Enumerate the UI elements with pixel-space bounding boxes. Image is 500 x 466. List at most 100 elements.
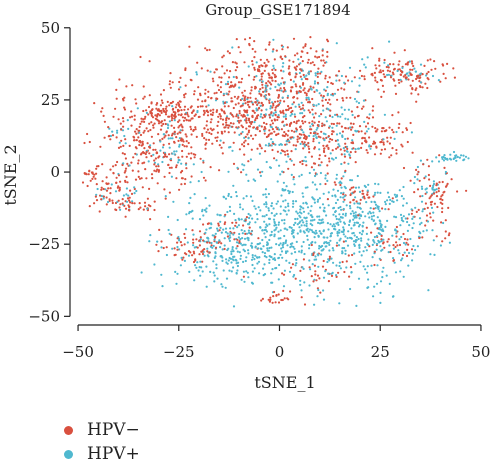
point-hpv-negative bbox=[209, 127, 212, 130]
point-hpv-positive bbox=[363, 120, 366, 123]
point-hpv-negative bbox=[294, 76, 297, 79]
point-hpv-negative bbox=[375, 146, 378, 149]
point-hpv-negative bbox=[349, 266, 353, 269]
point-hpv-positive bbox=[242, 260, 245, 263]
point-hpv-positive bbox=[316, 126, 319, 130]
point-hpv-negative bbox=[221, 152, 224, 155]
point-hpv-positive bbox=[166, 123, 169, 126]
point-hpv-negative bbox=[296, 52, 299, 55]
point-hpv-positive bbox=[153, 263, 156, 266]
point-hpv-negative bbox=[223, 72, 226, 75]
point-hpv-negative bbox=[280, 128, 283, 131]
point-hpv-negative bbox=[227, 131, 230, 134]
point-hpv-negative bbox=[318, 157, 321, 160]
point-hpv-positive bbox=[270, 230, 273, 233]
point-hpv-positive bbox=[318, 247, 321, 250]
point-hpv-positive bbox=[349, 212, 352, 215]
point-hpv-negative bbox=[321, 265, 325, 268]
point-hpv-negative bbox=[292, 176, 295, 179]
point-hpv-positive bbox=[287, 205, 290, 208]
point-hpv-positive bbox=[247, 276, 250, 279]
point-hpv-negative bbox=[442, 72, 445, 75]
point-hpv-negative bbox=[357, 114, 360, 117]
point-hpv-positive bbox=[262, 193, 265, 196]
point-hpv-positive bbox=[313, 258, 316, 261]
point-hpv-negative bbox=[382, 242, 385, 245]
point-hpv-negative bbox=[195, 238, 198, 241]
point-hpv-negative bbox=[308, 111, 312, 114]
point-hpv-positive bbox=[409, 237, 412, 241]
point-hpv-negative bbox=[276, 150, 279, 153]
point-hpv-negative bbox=[275, 294, 278, 297]
point-hpv-positive bbox=[173, 119, 176, 122]
point-hpv-positive bbox=[212, 271, 215, 274]
point-hpv-positive bbox=[431, 186, 434, 189]
point-hpv-negative bbox=[410, 212, 413, 215]
point-hpv-negative bbox=[198, 244, 201, 247]
point-hpv-negative bbox=[97, 165, 100, 168]
point-hpv-negative bbox=[301, 107, 304, 110]
point-hpv-positive bbox=[352, 240, 356, 243]
point-hpv-negative bbox=[411, 87, 414, 90]
point-hpv-negative bbox=[108, 199, 111, 202]
point-hpv-negative bbox=[140, 120, 143, 123]
point-hpv-negative bbox=[371, 125, 374, 128]
point-hpv-negative bbox=[175, 164, 178, 167]
point-hpv-negative bbox=[267, 80, 270, 83]
point-hpv-negative bbox=[310, 243, 313, 247]
point-hpv-negative bbox=[313, 116, 316, 119]
point-hpv-negative bbox=[254, 97, 257, 100]
point-hpv-negative bbox=[177, 120, 180, 123]
point-hpv-negative bbox=[95, 199, 99, 202]
point-hpv-positive bbox=[171, 137, 174, 140]
point-hpv-positive bbox=[311, 230, 314, 234]
point-hpv-positive bbox=[387, 73, 390, 76]
point-hpv-positive bbox=[255, 256, 259, 259]
point-hpv-positive bbox=[315, 104, 318, 107]
point-hpv-negative bbox=[415, 168, 418, 171]
point-hpv-positive bbox=[338, 145, 341, 148]
point-hpv-negative bbox=[319, 291, 322, 294]
point-hpv-positive bbox=[297, 58, 300, 61]
point-hpv-negative bbox=[257, 237, 260, 240]
point-hpv-negative bbox=[362, 195, 366, 198]
point-hpv-negative bbox=[250, 89, 253, 92]
point-hpv-positive bbox=[314, 232, 317, 235]
point-hpv-negative bbox=[339, 183, 342, 187]
point-hpv-positive bbox=[241, 163, 244, 166]
point-hpv-positive bbox=[251, 254, 254, 257]
point-hpv-positive bbox=[302, 210, 306, 213]
point-hpv-negative bbox=[299, 108, 302, 111]
point-hpv-positive bbox=[369, 207, 372, 210]
point-hpv-negative bbox=[437, 190, 440, 193]
point-hpv-positive bbox=[343, 108, 346, 111]
point-hpv-positive bbox=[342, 147, 345, 150]
point-hpv-negative bbox=[378, 59, 381, 62]
point-hpv-positive bbox=[291, 103, 294, 106]
point-hpv-positive bbox=[387, 251, 390, 254]
point-hpv-negative bbox=[288, 124, 291, 127]
point-hpv-positive bbox=[424, 188, 427, 191]
point-hpv-positive bbox=[263, 232, 266, 235]
point-hpv-negative bbox=[168, 171, 171, 175]
point-hpv-positive bbox=[338, 261, 341, 264]
point-hpv-negative bbox=[330, 133, 334, 136]
point-hpv-negative bbox=[153, 169, 156, 172]
point-hpv-negative bbox=[268, 101, 271, 104]
point-hpv-negative bbox=[184, 92, 187, 95]
point-hpv-negative bbox=[238, 109, 241, 113]
point-hpv-negative bbox=[102, 114, 105, 117]
point-hpv-positive bbox=[252, 178, 255, 181]
point-hpv-negative bbox=[131, 169, 134, 172]
point-hpv-negative bbox=[360, 146, 363, 149]
point-hpv-negative bbox=[149, 128, 152, 132]
point-hpv-negative bbox=[170, 134, 174, 137]
point-hpv-negative bbox=[308, 151, 311, 154]
point-hpv-positive bbox=[191, 209, 194, 212]
point-hpv-negative bbox=[229, 70, 232, 73]
point-hpv-positive bbox=[209, 270, 212, 273]
point-hpv-positive bbox=[344, 212, 347, 215]
point-hpv-negative bbox=[114, 107, 117, 110]
point-hpv-negative bbox=[308, 266, 311, 269]
point-hpv-negative bbox=[223, 247, 226, 251]
